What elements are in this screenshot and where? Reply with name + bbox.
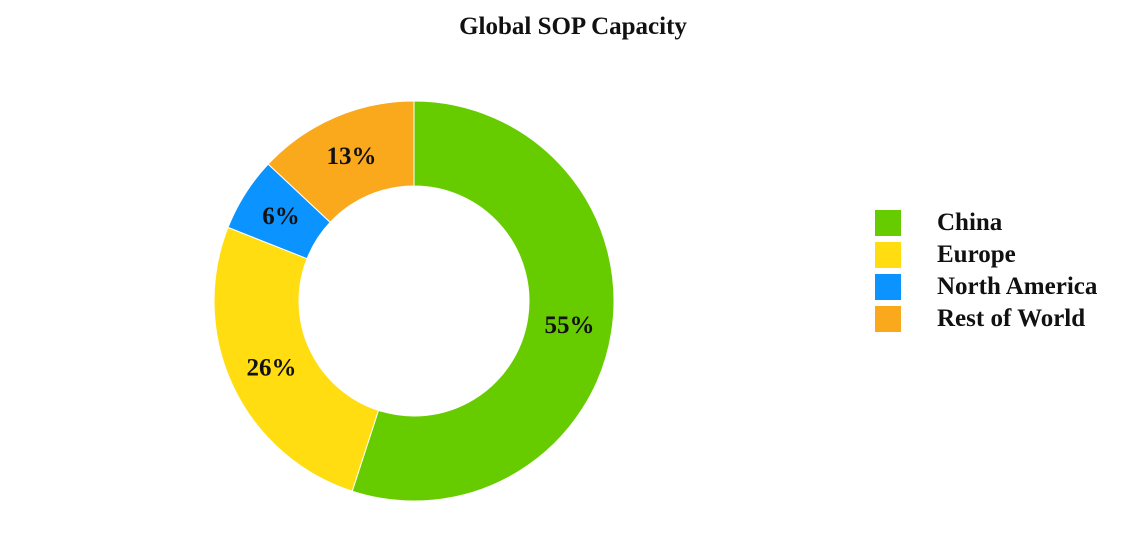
donut-slice-europe[interactable] [213, 226, 380, 492]
legend-swatch-north-america [875, 274, 901, 300]
donut-slice-china[interactable] [351, 100, 615, 502]
slice-label-north-america: 6% [262, 203, 300, 230]
legend: China Europe North America Rest of World [875, 208, 1135, 336]
slice-label-europe: 26% [246, 355, 296, 382]
legend-swatch-china [875, 210, 901, 236]
slice-label-rest-of-world: 13% [326, 143, 376, 170]
legend-item-north-america[interactable]: North America [875, 272, 1135, 304]
legend-label-europe: Europe [937, 241, 1016, 268]
legend-item-europe[interactable]: Europe [875, 240, 1135, 272]
slice-label-china: 55% [545, 312, 595, 339]
legend-label-north-america: North America [937, 273, 1098, 300]
legend-swatch-europe [875, 242, 901, 268]
legend-label-china: China [937, 209, 1003, 236]
donut-slice-rest-of-world[interactable] [267, 100, 415, 223]
legend-item-china[interactable]: China [875, 208, 1135, 240]
legend-label-rest-of-world: Rest of World [937, 305, 1086, 332]
chart-title: Global SOP Capacity [459, 13, 687, 40]
legend-swatch-rest-of-world [875, 306, 901, 332]
legend-item-rest-of-world[interactable]: Rest of World [875, 304, 1135, 336]
